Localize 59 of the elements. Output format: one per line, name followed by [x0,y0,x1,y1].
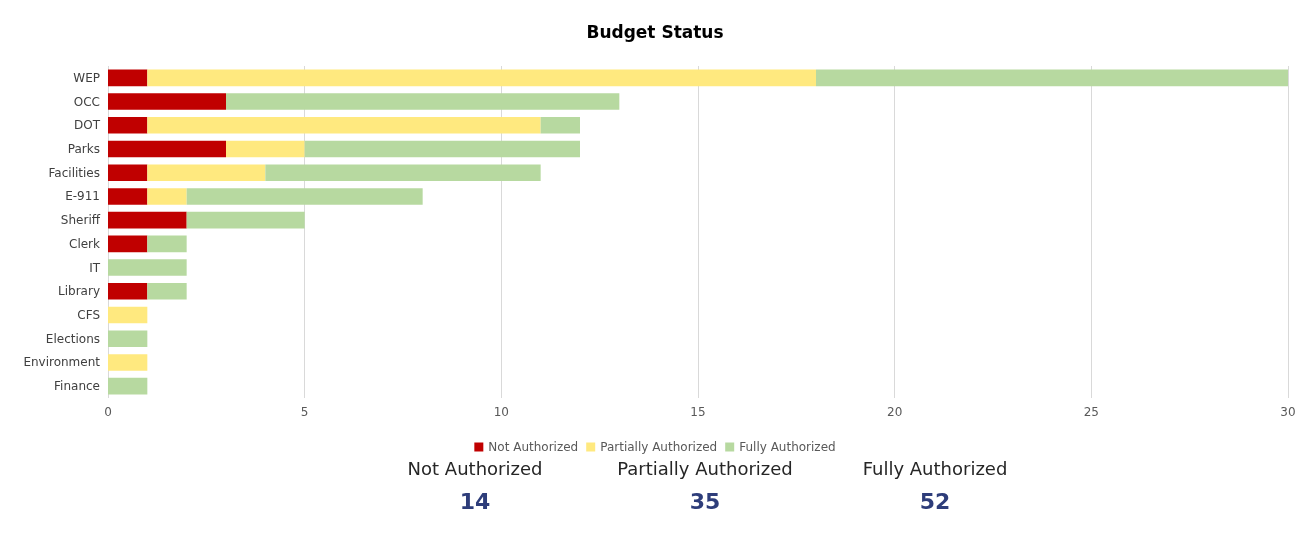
bar [147,116,541,134]
data-label: 52 [918,489,952,514]
bar [108,377,148,395]
legend-label: Partially Authorized [600,440,718,454]
y-tick-label: IT [89,260,101,275]
y-tick-label: Library [58,284,100,299]
x-tick-label: 0 [104,405,112,419]
bar [108,306,148,324]
bar [147,235,187,253]
bar [226,93,620,110]
category-label: Not Authorized [406,458,544,479]
bar [108,188,148,205]
bar [108,330,148,348]
bar [108,93,226,110]
bar [147,164,266,182]
x-tick-label: 10 [493,405,509,419]
data-label: 14 [458,489,492,514]
bar [816,69,1288,87]
bar [108,116,148,134]
y-tick-label: Sheriff [60,213,101,228]
y-tick-label: DOT [73,118,101,133]
legend-label: Not Authorized [488,440,579,454]
chart-title: Budget Status [586,21,724,42]
y-tick-label: WEP [73,70,100,85]
bar [108,235,148,253]
bar [108,140,226,158]
x-tick-label: 20 [887,405,903,419]
bar [186,211,305,229]
bar [226,140,305,158]
y-tick-label: Facilities [48,165,100,180]
y-tick-label: E-911 [65,189,100,204]
y-tick-label: Finance [54,379,100,394]
bar [186,188,423,205]
bar [147,282,187,300]
y-tick-label: CFS [77,308,100,322]
y-tick-label: Clerk [69,236,101,251]
y-tick-label: OCC [73,94,100,109]
data-label: 35 [688,489,722,514]
bar [147,188,187,205]
y-tick-label: Parks [67,142,100,156]
bar [108,211,187,229]
bar [108,259,187,276]
x-tick-label: 25 [1083,405,1099,419]
category-label: Fully Authorized [861,458,1009,479]
bar [147,69,816,87]
bar [108,354,148,371]
legend-label: Fully Authorized [739,440,836,454]
bar [108,69,148,87]
y-tick-label: Environment [23,355,101,370]
x-tick-label: 30 [1280,405,1296,419]
y-tick-label: Elections [45,331,100,346]
bar [108,164,148,182]
category-label: Partially Authorized [616,458,794,479]
x-tick-label: 15 [690,405,706,419]
bar [108,282,148,300]
bar [540,116,580,134]
bar [265,164,541,182]
x-tick-label: 5 [300,405,309,419]
bar [304,140,580,158]
